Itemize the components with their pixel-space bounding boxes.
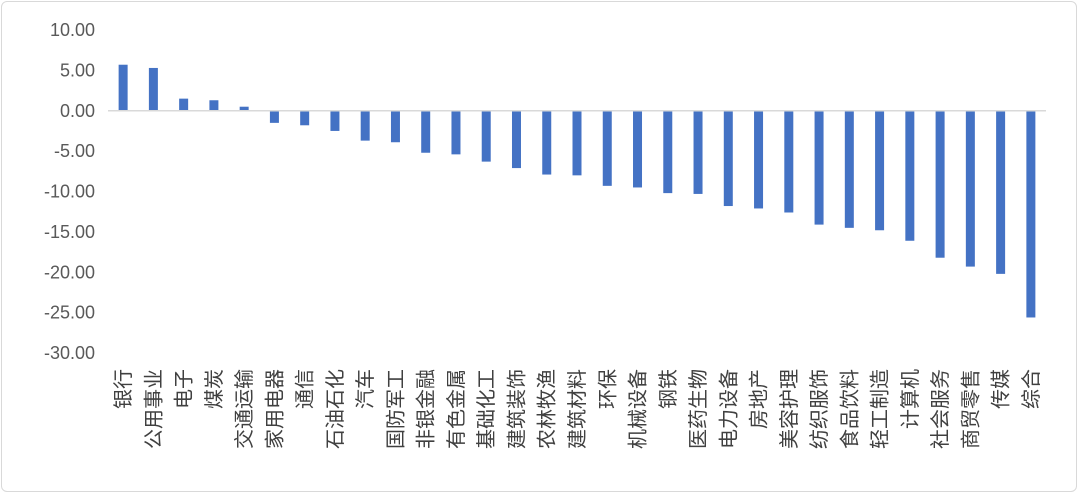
x-tick-label: 综合	[1019, 369, 1043, 409]
x-tick-label: 环保	[595, 369, 619, 409]
x-tick-label: 美容护理	[777, 369, 801, 449]
x-tick-label: 公用事业	[141, 369, 165, 449]
bar	[118, 64, 128, 111]
bar	[360, 110, 370, 141]
x-tick-label: 银行	[111, 369, 135, 409]
x-tick-label: 纺织服饰	[807, 369, 831, 449]
y-tick-label: -30.00	[44, 343, 95, 363]
bar	[1026, 110, 1036, 318]
x-tick-label: 食品饮料	[837, 369, 861, 449]
bar	[421, 110, 431, 153]
y-tick-label: -20.00	[44, 262, 95, 282]
bar	[602, 110, 612, 186]
bar	[723, 110, 733, 207]
x-tick-label: 计算机	[898, 369, 922, 429]
x-tick-label: 轻工制造	[868, 369, 892, 449]
bar	[269, 110, 279, 123]
x-tick-label: 有色金属	[444, 369, 468, 449]
y-tick-label: 0.00	[60, 101, 95, 121]
bar	[784, 110, 794, 213]
y-tick-label: -25.00	[44, 303, 95, 323]
bar	[663, 110, 673, 194]
bar	[511, 110, 521, 169]
bar	[875, 110, 885, 231]
bar	[239, 106, 249, 111]
x-axis-category-labels: 银行 公用事业 电子 煤炭 交通运输 家用电器 通信 石油石化 汽车 国防军工 非银金融 有色金属 基础…	[111, 369, 1043, 449]
x-tick-label: 通信	[293, 369, 317, 409]
bar	[390, 110, 400, 143]
bar	[814, 110, 824, 225]
x-tick-label: 医药生物	[686, 369, 710, 449]
bar	[209, 100, 219, 111]
bar	[572, 110, 582, 176]
y-tick-label: -15.00	[44, 222, 95, 242]
y-tick-label: 5.00	[60, 60, 95, 80]
x-tick-label: 家用电器	[262, 369, 286, 449]
bar	[965, 110, 975, 267]
bar	[996, 110, 1006, 274]
x-tick-label: 传媒	[989, 369, 1013, 409]
bar	[693, 110, 703, 194]
y-tick-label: -10.00	[44, 182, 95, 202]
x-tick-label: 基础化工	[474, 369, 498, 449]
bar	[451, 110, 461, 155]
x-tick-label: 煤炭	[202, 369, 226, 409]
x-tick-label: 非银金融	[414, 369, 438, 449]
x-tick-label: 商贸零售	[958, 369, 982, 449]
bar	[481, 110, 491, 162]
bar	[148, 67, 158, 111]
bar	[633, 110, 643, 188]
x-tick-label: 社会服务	[928, 369, 952, 449]
x-tick-label: 石油石化	[323, 369, 347, 449]
bar	[300, 110, 310, 126]
x-tick-label: 建筑材料	[565, 369, 589, 449]
x-tick-label: 钢铁	[656, 369, 680, 409]
x-tick-label: 交通运输	[232, 369, 256, 449]
bars	[118, 64, 1036, 318]
bar	[935, 110, 945, 258]
x-tick-label: 机械设备	[626, 369, 650, 449]
x-tick-label: 房地产	[747, 369, 771, 429]
bar	[542, 110, 552, 175]
y-tick-label: 10.00	[50, 20, 95, 40]
x-tick-label: 电力设备	[716, 369, 740, 449]
bar	[330, 110, 340, 131]
bar	[179, 98, 189, 111]
x-tick-label: 农林牧渔	[535, 369, 559, 449]
y-axis-ticks: 10.00 5.00 0.00 -5.00 -10.00 -15.00 -20.00 -25.…	[44, 20, 95, 363]
x-tick-label: 建筑装饰	[504, 369, 528, 449]
x-tick-label: 电子	[172, 369, 196, 409]
x-tick-label: 国防军工	[383, 369, 407, 449]
bar	[754, 110, 764, 209]
bar	[844, 110, 854, 228]
y-tick-label: -5.00	[54, 141, 95, 161]
x-tick-label: 汽车	[353, 369, 377, 409]
bar	[905, 110, 915, 241]
